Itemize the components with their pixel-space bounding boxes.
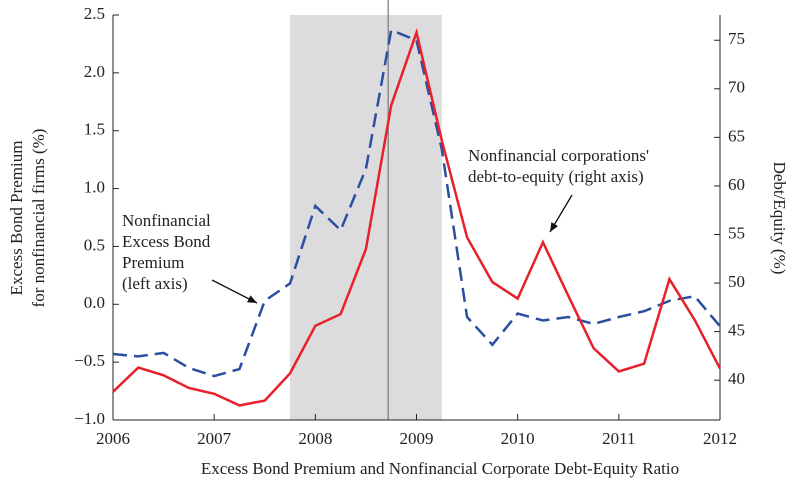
y-tick-label: −1.0 (74, 409, 105, 428)
y2-tick-label: 60 (728, 175, 745, 194)
y-axis-label: Excess Bond Premium (7, 141, 26, 296)
chart-title: Excess Bond Premium and Nonfinancial Cor… (201, 459, 679, 478)
y-tick-label: 1.0 (84, 177, 105, 196)
y2-tick-label: 70 (728, 78, 745, 97)
y-axis-label: for nonfinancial firms (%) (29, 129, 48, 308)
y2-tick-label: 55 (728, 223, 745, 242)
y2-tick-label: 40 (728, 369, 745, 388)
arrow-head (247, 295, 257, 303)
annotation: Nonfinancial corporations' (468, 146, 649, 165)
annotation: debt-to-equity (right axis) (468, 167, 644, 186)
x-tick-label: 2009 (400, 429, 434, 448)
y-tick-label: 1.5 (84, 120, 105, 139)
data-line (112, 28, 721, 378)
x-tick-label: 2010 (501, 429, 535, 448)
y2-tick-label: 45 (728, 321, 745, 340)
y2-tick-label: 75 (728, 29, 745, 48)
y-tick-label: 2.0 (84, 62, 105, 81)
arrow-head (550, 222, 559, 232)
y-tick-label: −0.5 (74, 351, 105, 370)
x-tick-label: 2006 (96, 429, 130, 448)
y2-tick-label: 50 (728, 272, 745, 291)
y2-tick-label: 65 (728, 126, 745, 145)
x-tick-label: 2011 (602, 429, 635, 448)
y2-axis-label: Debt/Equity (%) (770, 162, 789, 275)
data-line (112, 28, 722, 407)
x-tick-label: 2012 (703, 429, 737, 448)
annotation: Premium (122, 253, 184, 272)
y-tick-label: 0.5 (84, 235, 105, 254)
x-tick-label: 2008 (298, 429, 332, 448)
shaded-region (290, 15, 442, 420)
x-tick-label: 2007 (197, 429, 232, 448)
annotation: Nonfinancial (122, 211, 211, 230)
annotation: (left axis) (122, 274, 188, 293)
annotation: Excess Bond (122, 232, 211, 251)
y-tick-label: 0.0 (84, 293, 105, 312)
y-tick-label: 2.5 (84, 4, 105, 23)
